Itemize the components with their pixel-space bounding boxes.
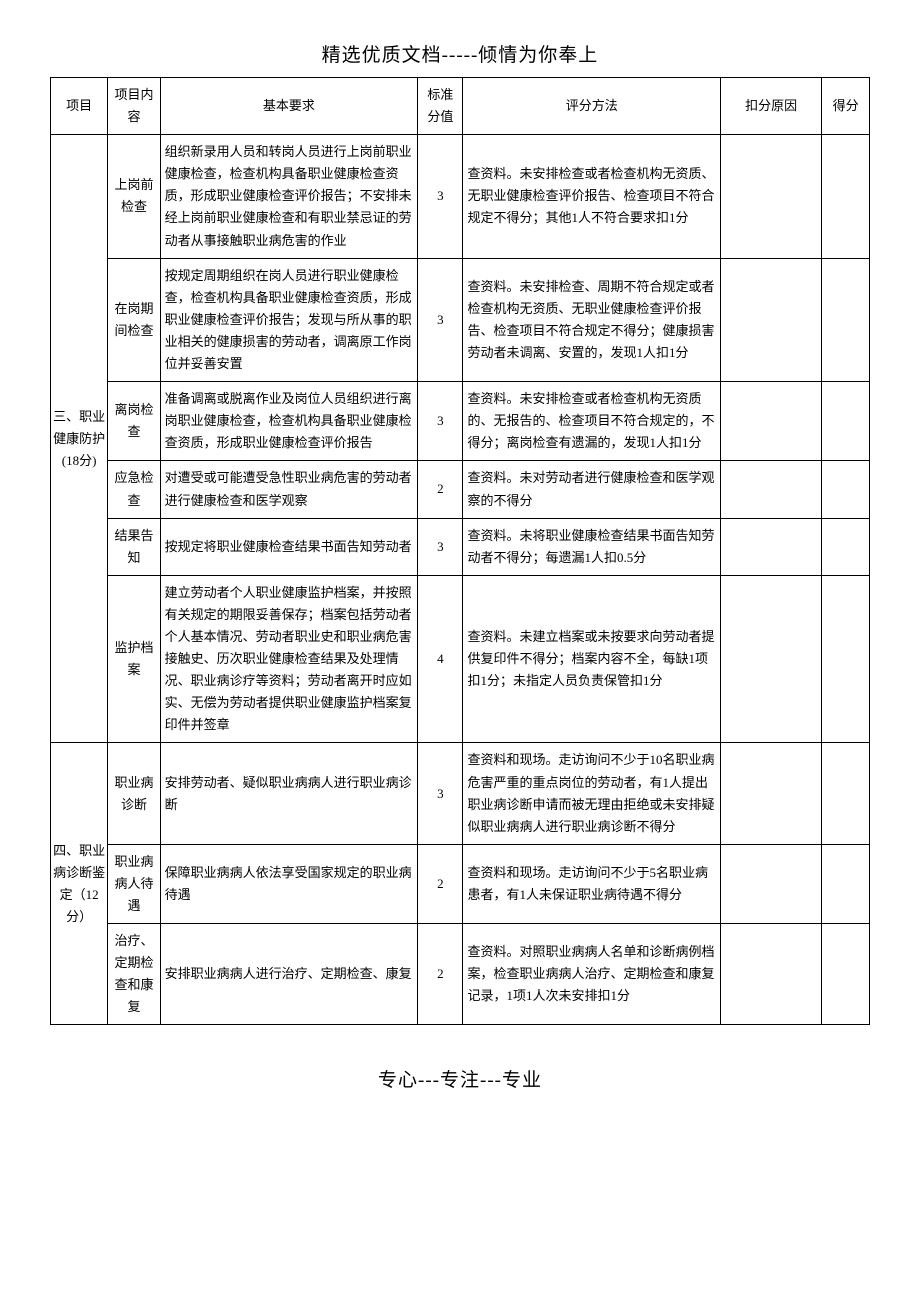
requirement-cell: 安排职业病病人进行治疗、定期检查、康复 [160, 924, 418, 1025]
col-header-method: 评分方法 [463, 78, 721, 135]
reason-cell [720, 575, 821, 743]
content-cell: 应急检查 [108, 461, 160, 518]
method-cell: 查资料。未安排检查或者检查机构无资质、无职业健康检查评价报告、检查项目不符合规定… [463, 135, 721, 258]
table-row: 四、职业病诊断鉴定（12分） 职业病诊断 安排劳动者、疑似职业病病人进行职业病诊… [51, 743, 870, 844]
reason-cell [720, 258, 821, 381]
content-cell: 上岗前检查 [108, 135, 160, 258]
content-cell: 治疗、定期检查和康复 [108, 924, 160, 1025]
result-cell [822, 575, 870, 743]
score-cell: 4 [418, 575, 463, 743]
evaluation-table: 项目 项目内容 基本要求 标准分值 评分方法 扣分原因 得分 三、职业健康防护(… [50, 77, 870, 1025]
table-body: 三、职业健康防护(18分) 上岗前检查 组织新录用人员和转岗人员进行上岗前职业健… [51, 135, 870, 1025]
method-cell: 查资料。未对劳动者进行健康检查和医学观察的不得分 [463, 461, 721, 518]
content-cell: 在岗期间检查 [108, 258, 160, 381]
reason-cell [720, 743, 821, 844]
reason-cell [720, 924, 821, 1025]
score-cell: 3 [418, 135, 463, 258]
table-row: 应急检查 对遭受或可能遭受急性职业病危害的劳动者进行健康检查和医学观察 2 查资… [51, 461, 870, 518]
method-cell: 查资料。未安排检查、周期不符合规定或者检查机构无资质、无职业健康检查评价报告、检… [463, 258, 721, 381]
requirement-cell: 按规定将职业健康检查结果书面告知劳动者 [160, 518, 418, 575]
content-cell: 监护档案 [108, 575, 160, 743]
reason-cell [720, 461, 821, 518]
method-cell: 查资料。未将职业健康检查结果书面告知劳动者不得分；每遗漏1人扣0.5分 [463, 518, 721, 575]
project-cell: 三、职业健康防护(18分) [51, 135, 108, 743]
col-header-reason: 扣分原因 [720, 78, 821, 135]
method-cell: 查资料。未建立档案或未按要求向劳动者提供复印件不得分；档案内容不全，每缺1项扣1… [463, 575, 721, 743]
content-cell: 结果告知 [108, 518, 160, 575]
requirement-cell: 准备调离或脱离作业及岗位人员组织进行离岗职业健康检查，检查机构具备职业健康检查资… [160, 382, 418, 461]
requirement-cell: 保障职业病病人依法享受国家规定的职业病待遇 [160, 844, 418, 923]
col-header-score: 标准分值 [418, 78, 463, 135]
requirement-cell: 建立劳动者个人职业健康监护档案，并按照有关规定的期限妥善保存；档案包括劳动者个人… [160, 575, 418, 743]
score-cell: 2 [418, 844, 463, 923]
page-header: 精选优质文档-----倾情为你奉上 [50, 40, 870, 67]
score-cell: 2 [418, 924, 463, 1025]
content-cell: 职业病诊断 [108, 743, 160, 844]
requirement-cell: 按规定周期组织在岗人员进行职业健康检查，检查机构具备职业健康检查资质，形成职业健… [160, 258, 418, 381]
content-cell: 离岗检查 [108, 382, 160, 461]
col-header-result: 得分 [822, 78, 870, 135]
reason-cell [720, 844, 821, 923]
method-cell: 查资料和现场。走访询问不少于10名职业病危害严重的重点岗位的劳动者，有1人提出职… [463, 743, 721, 844]
table-header-row: 项目 项目内容 基本要求 标准分值 评分方法 扣分原因 得分 [51, 78, 870, 135]
method-cell: 查资料和现场。走访询问不少于5名职业病患者，有1人未保证职业病待遇不得分 [463, 844, 721, 923]
col-header-requirement: 基本要求 [160, 78, 418, 135]
result-cell [822, 461, 870, 518]
col-header-content: 项目内容 [108, 78, 160, 135]
content-cell: 职业病病人待遇 [108, 844, 160, 923]
method-cell: 查资料。对照职业病病人名单和诊断病例档案，检查职业病病人治疗、定期检查和康复记录… [463, 924, 721, 1025]
score-cell: 3 [418, 518, 463, 575]
table-row: 监护档案 建立劳动者个人职业健康监护档案，并按照有关规定的期限妥善保存；档案包括… [51, 575, 870, 743]
score-cell: 3 [418, 258, 463, 381]
requirement-cell: 对遭受或可能遭受急性职业病危害的劳动者进行健康检查和医学观察 [160, 461, 418, 518]
result-cell [822, 135, 870, 258]
table-row: 治疗、定期检查和康复 安排职业病病人进行治疗、定期检查、康复 2 查资料。对照职… [51, 924, 870, 1025]
table-row: 离岗检查 准备调离或脱离作业及岗位人员组织进行离岗职业健康检查，检查机构具备职业… [51, 382, 870, 461]
score-cell: 2 [418, 461, 463, 518]
reason-cell [720, 382, 821, 461]
result-cell [822, 518, 870, 575]
score-cell: 3 [418, 382, 463, 461]
requirement-cell: 安排劳动者、疑似职业病病人进行职业病诊断 [160, 743, 418, 844]
table-row: 结果告知 按规定将职业健康检查结果书面告知劳动者 3 查资料。未将职业健康检查结… [51, 518, 870, 575]
col-header-project: 项目 [51, 78, 108, 135]
result-cell [822, 743, 870, 844]
reason-cell [720, 518, 821, 575]
result-cell [822, 924, 870, 1025]
requirement-cell: 组织新录用人员和转岗人员进行上岗前职业健康检查，检查机构具备职业健康检查资质，形… [160, 135, 418, 258]
result-cell [822, 382, 870, 461]
method-cell: 查资料。未安排检查或者检查机构无资质的、无报告的、检查项目不符合规定的，不得分；… [463, 382, 721, 461]
result-cell [822, 258, 870, 381]
table-row: 在岗期间检查 按规定周期组织在岗人员进行职业健康检查，检查机构具备职业健康检查资… [51, 258, 870, 381]
table-row: 职业病病人待遇 保障职业病病人依法享受国家规定的职业病待遇 2 查资料和现场。走… [51, 844, 870, 923]
table-row: 三、职业健康防护(18分) 上岗前检查 组织新录用人员和转岗人员进行上岗前职业健… [51, 135, 870, 258]
project-cell: 四、职业病诊断鉴定（12分） [51, 743, 108, 1025]
page-footer: 专心---专注---专业 [50, 1065, 870, 1092]
score-cell: 3 [418, 743, 463, 844]
result-cell [822, 844, 870, 923]
reason-cell [720, 135, 821, 258]
